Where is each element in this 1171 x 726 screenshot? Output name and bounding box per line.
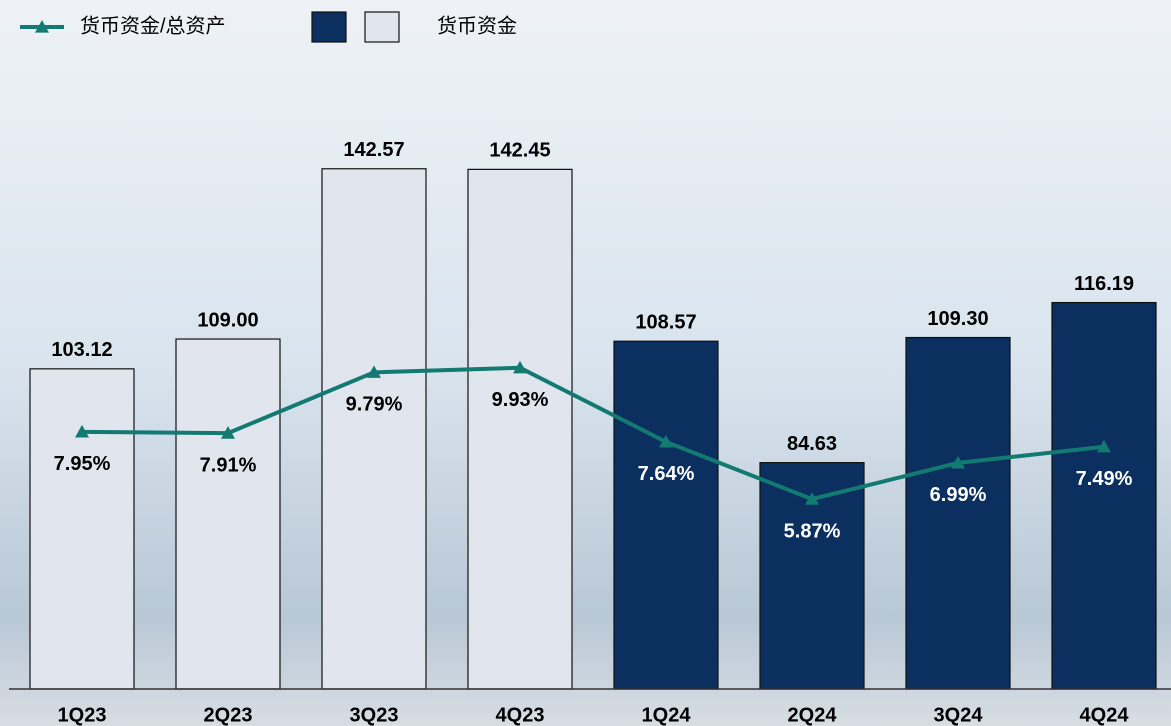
- chart: 103.12 109.00 142.57 142.45 108.57 84.63 109.3…: [0, 0, 1171, 726]
- x-tick-label: 3Q24: [934, 704, 984, 726]
- ratio-value-label: 6.99%: [930, 484, 987, 506]
- ratio-value-label: 7.91%: [200, 454, 257, 476]
- ratio-value-label: 9.79%: [346, 394, 403, 416]
- bar: [322, 169, 426, 689]
- bar: [614, 341, 718, 689]
- bar-value-label: 108.57: [635, 311, 696, 333]
- bar-value-label: 109.30: [927, 308, 988, 330]
- x-tick-label: 1Q24: [642, 704, 692, 726]
- ratio-value-label: 9.93%: [492, 389, 549, 411]
- ratio-value-label: 5.87%: [784, 520, 841, 542]
- x-tick-label: 4Q23: [496, 704, 545, 726]
- bar-value-label: 142.57: [343, 139, 404, 161]
- bar: [30, 369, 134, 689]
- x-tick-label: 3Q23: [350, 704, 399, 726]
- bar-value-label: 142.45: [489, 140, 550, 162]
- legend-bar-swatch: [365, 12, 399, 42]
- bar-value-label: 109.00: [197, 309, 258, 331]
- x-tick-label: 4Q24: [1080, 704, 1130, 726]
- legend-bar-swatch: [312, 12, 346, 42]
- page: 103.12 109.00 142.57 142.45 108.57 84.63 109.3…: [0, 0, 1171, 726]
- bar: [176, 339, 280, 689]
- bar: [468, 169, 572, 689]
- ratio-value-label: 7.49%: [1076, 468, 1133, 490]
- legend-label: 货币资金: [437, 14, 517, 37]
- bar-value-label: 116.19: [1074, 273, 1134, 295]
- bar-value-label: 103.12: [51, 339, 112, 361]
- bar: [906, 338, 1010, 689]
- ratio-value-label: 7.64%: [638, 463, 695, 485]
- ratio-value-label: 7.95%: [54, 453, 111, 475]
- bar-value-label: 84.63: [787, 433, 837, 455]
- x-tick-label: 2Q23: [204, 704, 253, 726]
- bar: [1052, 303, 1156, 689]
- legend-label: 货币资金/总资产: [80, 14, 226, 37]
- x-tick-label: 1Q23: [58, 704, 107, 726]
- x-tick-label: 2Q24: [788, 704, 838, 726]
